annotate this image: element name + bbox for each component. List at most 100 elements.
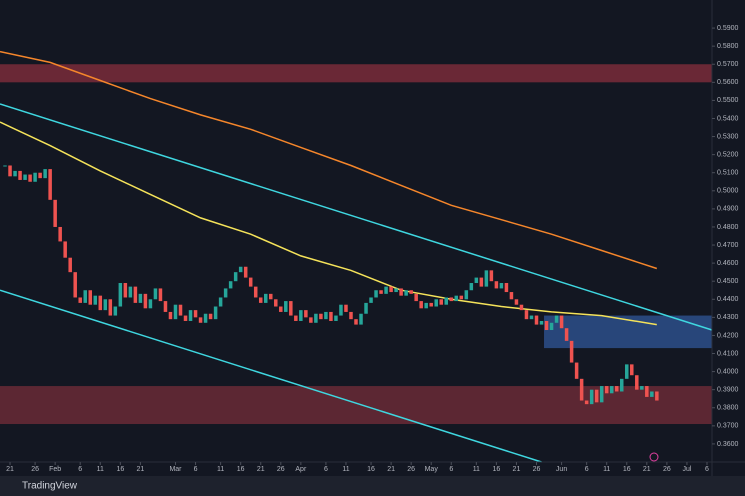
candle — [554, 315, 559, 323]
y-tick-label: 0.5100 — [717, 170, 739, 177]
x-tick-label: 21 — [257, 466, 265, 473]
icon — [649, 452, 659, 462]
y-tick-label: 0.4600 — [717, 260, 739, 267]
candle — [213, 306, 218, 320]
candle — [98, 295, 103, 311]
candle — [148, 299, 153, 309]
candle — [619, 378, 624, 392]
candle — [439, 299, 443, 305]
candle — [379, 290, 383, 294]
y-tick-label: 0.5300 — [717, 133, 739, 140]
candle — [434, 299, 438, 307]
x-tick-label: 6 — [78, 466, 82, 473]
candle — [8, 165, 12, 177]
y-tick-label: 0.3600 — [717, 441, 739, 448]
candle — [655, 391, 659, 401]
candle — [474, 277, 479, 284]
indicator-line — [0, 121, 657, 326]
candle — [228, 281, 233, 289]
candle — [640, 386, 644, 390]
candle — [594, 389, 599, 403]
y-tick-label: 0.5400 — [717, 115, 739, 122]
x-tick-label: 26 — [663, 466, 671, 473]
candle — [454, 295, 459, 302]
candle — [449, 297, 454, 302]
candle — [334, 315, 338, 321]
x-tick-label: 26 — [533, 466, 541, 473]
y-tick-label: 0.4400 — [717, 296, 739, 303]
x-tick-label: Jul — [682, 466, 691, 473]
candle — [138, 293, 143, 303]
candle — [549, 322, 554, 331]
y-tick-label: 0.4000 — [717, 368, 739, 375]
candle — [284, 301, 288, 312]
x-tick-label: 21 — [6, 466, 14, 473]
candle — [13, 170, 17, 177]
candle — [78, 297, 82, 303]
candle — [58, 226, 62, 242]
x-tick-label: 26 — [31, 466, 39, 473]
candle — [218, 297, 223, 307]
price-axis — [712, 0, 745, 476]
candle — [198, 317, 203, 323]
candle — [294, 315, 298, 321]
candle — [414, 293, 418, 302]
candle — [539, 320, 544, 325]
candle — [625, 364, 629, 379]
candle — [93, 295, 98, 305]
candle — [33, 172, 37, 182]
y-tick-label: 0.5700 — [717, 61, 739, 68]
candle — [409, 290, 413, 294]
candle — [133, 286, 138, 303]
y-tick-label: 0.3800 — [717, 405, 739, 412]
candle — [123, 283, 128, 298]
x-tick-label: 11 — [217, 466, 224, 473]
candle — [559, 315, 564, 329]
x-tick-label: 16 — [237, 466, 245, 473]
candle — [534, 315, 539, 325]
candle — [374, 290, 378, 298]
candle — [569, 340, 574, 363]
candle — [269, 293, 273, 300]
x-tick-label: Mar — [169, 466, 182, 473]
candle — [274, 299, 278, 307]
candle — [349, 311, 353, 320]
x-tick-label: 16 — [492, 466, 500, 473]
footer — [0, 476, 745, 496]
candle — [168, 311, 173, 320]
x-tick-label: 21 — [513, 466, 521, 473]
candle — [83, 290, 87, 303]
candle — [279, 306, 283, 312]
candle — [43, 169, 47, 179]
x-tick-label: 6 — [585, 466, 589, 473]
candle — [153, 288, 158, 300]
y-tick-label: 0.4300 — [717, 314, 739, 321]
y-tick-label: 0.4700 — [717, 242, 739, 249]
candle — [369, 297, 373, 303]
candle — [354, 319, 358, 325]
candle — [143, 293, 148, 309]
x-tick-label: 6 — [705, 466, 709, 473]
candle — [304, 310, 308, 318]
candle — [384, 286, 388, 294]
x-tick-label: 11 — [342, 466, 349, 473]
candle — [614, 386, 619, 392]
candle — [314, 313, 318, 323]
candle — [419, 301, 423, 309]
y-tick-label: 0.5000 — [717, 188, 739, 195]
y-tick-label: 0.3900 — [717, 387, 739, 394]
candle — [609, 386, 614, 394]
candle — [18, 170, 22, 180]
candle — [564, 328, 569, 341]
indicator-line — [0, 289, 542, 463]
candle — [494, 281, 499, 289]
y-tick-label: 0.4800 — [717, 224, 739, 231]
candle — [389, 286, 393, 293]
candle — [489, 270, 494, 282]
candle — [504, 283, 509, 293]
candle — [364, 302, 368, 314]
candle — [524, 310, 529, 320]
candle — [319, 313, 323, 320]
candle — [479, 277, 484, 287]
